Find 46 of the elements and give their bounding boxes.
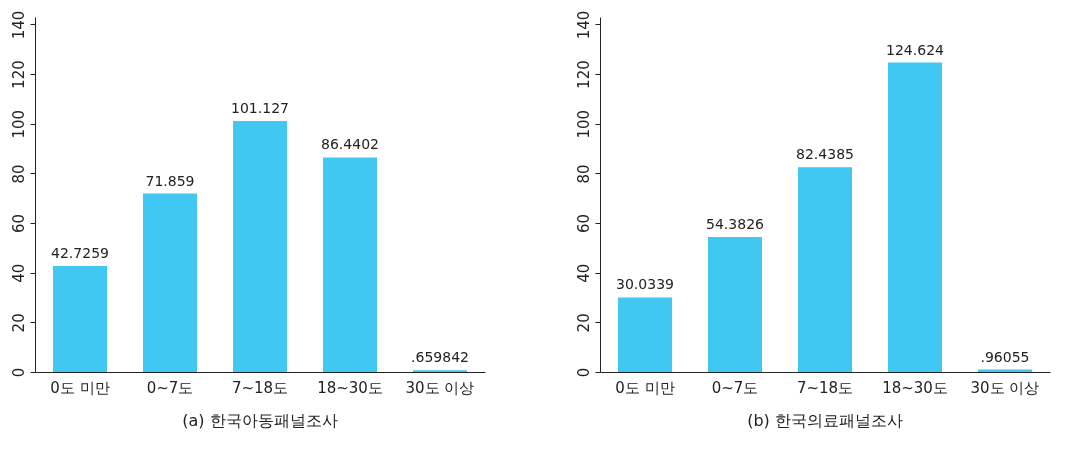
data-label: 54.3826 — [706, 215, 765, 232]
y-tick-label: 80 — [574, 164, 593, 184]
bar — [53, 265, 107, 372]
y-tick-label: 120 — [574, 60, 593, 89]
y-tick-label: 120 — [9, 60, 28, 89]
bar — [323, 157, 377, 372]
x-tick-label: 7~18도 — [231, 378, 289, 397]
data-label: 71.859 — [145, 172, 195, 189]
bar — [708, 236, 762, 372]
data-label: 82.4385 — [796, 146, 854, 163]
x-tick-label: 30도 이상 — [970, 378, 1040, 397]
y-tick-label: 100 — [9, 109, 28, 139]
data-label: .659842 — [411, 349, 469, 366]
data-label: .96055 — [980, 348, 1030, 365]
y-tick-label: 140 — [9, 10, 28, 40]
y-tick-label: 20 — [9, 313, 28, 333]
x-tick-label: 18~30도 — [317, 378, 383, 397]
y-tick-label: 40 — [9, 263, 28, 283]
x-tick-label: 7~18도 — [796, 378, 854, 397]
bar — [143, 193, 197, 372]
y-tick-label: 60 — [9, 214, 28, 234]
data-label: 86.4402 — [321, 136, 379, 153]
data-label: 30.0339 — [616, 276, 674, 293]
x-tick-label: 18~30도 — [882, 378, 948, 397]
text: (a) 한국아동패널조사 — [182, 411, 338, 430]
bar — [233, 120, 287, 372]
y-tick-label: 40 — [574, 263, 593, 283]
x-tick-label: 30도 이상 — [405, 378, 475, 397]
y-tick-label: 140 — [574, 10, 593, 40]
y-tick-label: 0 — [9, 367, 28, 378]
data-label: 124.624 — [886, 41, 945, 58]
data-label: 101.127 — [231, 99, 289, 116]
x-tick-label: 0도 미만 — [50, 378, 110, 397]
x-tick-label: 0도 미만 — [615, 378, 675, 397]
y-tick-label: 100 — [574, 109, 593, 139]
y-tick-label: 0 — [574, 367, 593, 378]
bar — [618, 297, 672, 372]
text: (b) 한국의료패널조사 — [747, 411, 903, 430]
bar — [888, 62, 942, 372]
y-tick-label: 80 — [9, 164, 28, 184]
y-tick-label: 60 — [574, 214, 593, 234]
x-tick-label: 0~7도 — [146, 378, 194, 397]
data-label: 42.7259 — [51, 244, 109, 261]
x-tick-label: 0~7도 — [711, 378, 759, 397]
y-tick-label: 20 — [574, 313, 593, 333]
bar — [798, 167, 852, 372]
